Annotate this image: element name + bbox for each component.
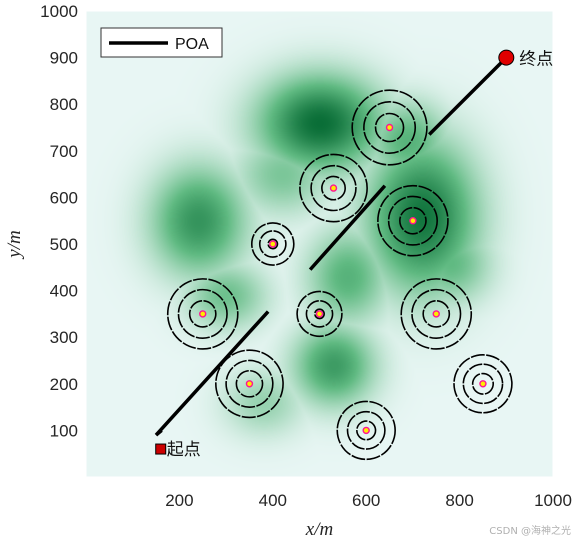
y-tick-label: 900 <box>50 49 78 68</box>
obstacle-center <box>269 240 277 248</box>
obstacle-ring <box>356 420 377 441</box>
obstacle-ring <box>215 349 284 419</box>
y-axis-label: y/m <box>4 230 25 259</box>
obstacle-ring <box>166 278 239 350</box>
obstacle-ring <box>188 300 217 328</box>
endpoint-markers: 起点 终点 <box>155 49 553 460</box>
obstacle-center <box>479 380 487 388</box>
obstacle-center <box>432 310 440 318</box>
obstacle <box>250 222 295 266</box>
x-axis-label: x/m <box>305 519 333 540</box>
obstacle-ring <box>235 369 264 398</box>
obstacle-ring <box>351 89 428 166</box>
obstacle-ring <box>346 410 386 450</box>
path-segment <box>308 184 387 271</box>
obstacle-ring <box>387 195 438 246</box>
path-segment <box>154 310 270 437</box>
obstacle-ring <box>296 290 343 338</box>
poa-path <box>154 56 508 437</box>
obstacle <box>400 278 473 350</box>
obstacle-ring <box>305 300 334 328</box>
watermark: CSDN @海神之光 <box>489 526 571 537</box>
obstacle-center <box>362 426 370 435</box>
obstacle-ring <box>250 222 295 266</box>
obstacle-ring <box>422 300 451 328</box>
obstacle-ring <box>462 363 504 405</box>
obstacle-center <box>409 216 417 225</box>
path-segment <box>428 56 508 136</box>
x-tick-label: 1000 <box>534 491 572 510</box>
plot-frame <box>85 10 554 478</box>
y-tick-label: 600 <box>50 188 78 207</box>
start-marker <box>155 443 167 455</box>
y-tick-label: 500 <box>50 235 78 254</box>
obstacle-ring <box>225 359 274 408</box>
end-marker <box>498 49 515 66</box>
obstacle-ring <box>321 175 346 201</box>
obstacle-center <box>385 123 394 132</box>
obstacle-ring <box>267 238 279 250</box>
y-tick-label: 300 <box>50 328 78 347</box>
obstacle-ring <box>399 206 427 235</box>
y-tick-label: 400 <box>50 282 78 301</box>
legend-label: POA <box>175 36 209 53</box>
obstacle <box>215 349 284 419</box>
obstacle-center <box>199 310 207 318</box>
y-tick-label: 1000 <box>40 2 78 21</box>
obstacle <box>336 400 396 461</box>
x-tick-label: 800 <box>445 491 473 510</box>
obstacle <box>166 278 239 350</box>
obstacle <box>453 354 513 414</box>
axes: 200 400 600 800 1000 100 200 300 400 500 600 700 800… <box>4 2 572 540</box>
obstacle-ring <box>363 101 417 154</box>
obstacle-center <box>245 380 254 388</box>
x-tick-label: 200 <box>165 491 193 510</box>
obstacle-ring <box>471 372 495 395</box>
obstacle-ring <box>258 230 287 258</box>
obstacle-ring <box>377 184 449 257</box>
obstacle-center <box>329 184 338 192</box>
obstacle-ring <box>177 288 228 339</box>
obstacle-ring <box>299 153 368 223</box>
y-tick-label: 200 <box>50 375 78 394</box>
start-label: 起点 <box>167 440 201 460</box>
obstacle-ring <box>314 308 325 320</box>
obstacle-ring <box>411 288 462 339</box>
obstacle-center <box>315 310 324 318</box>
obstacle-ring <box>453 354 513 414</box>
obstacle <box>377 184 449 257</box>
obstacle-ring <box>336 400 396 461</box>
obstacle-ring <box>400 278 473 350</box>
obstacle-ring <box>310 164 357 212</box>
x-tick-label: 400 <box>259 491 287 510</box>
y-tick-label: 100 <box>50 421 78 440</box>
x-tick-label: 600 <box>352 491 380 510</box>
end-label: 终点 <box>519 50 553 70</box>
obstacle-group <box>166 89 513 461</box>
y-tick-label: 700 <box>50 142 78 161</box>
obstacle <box>299 153 368 223</box>
obstacle-ring <box>374 112 405 143</box>
obstacle <box>351 89 428 166</box>
y-tick-label: 800 <box>50 95 78 114</box>
legend: POA <box>100 27 223 58</box>
obstacle <box>296 290 343 338</box>
